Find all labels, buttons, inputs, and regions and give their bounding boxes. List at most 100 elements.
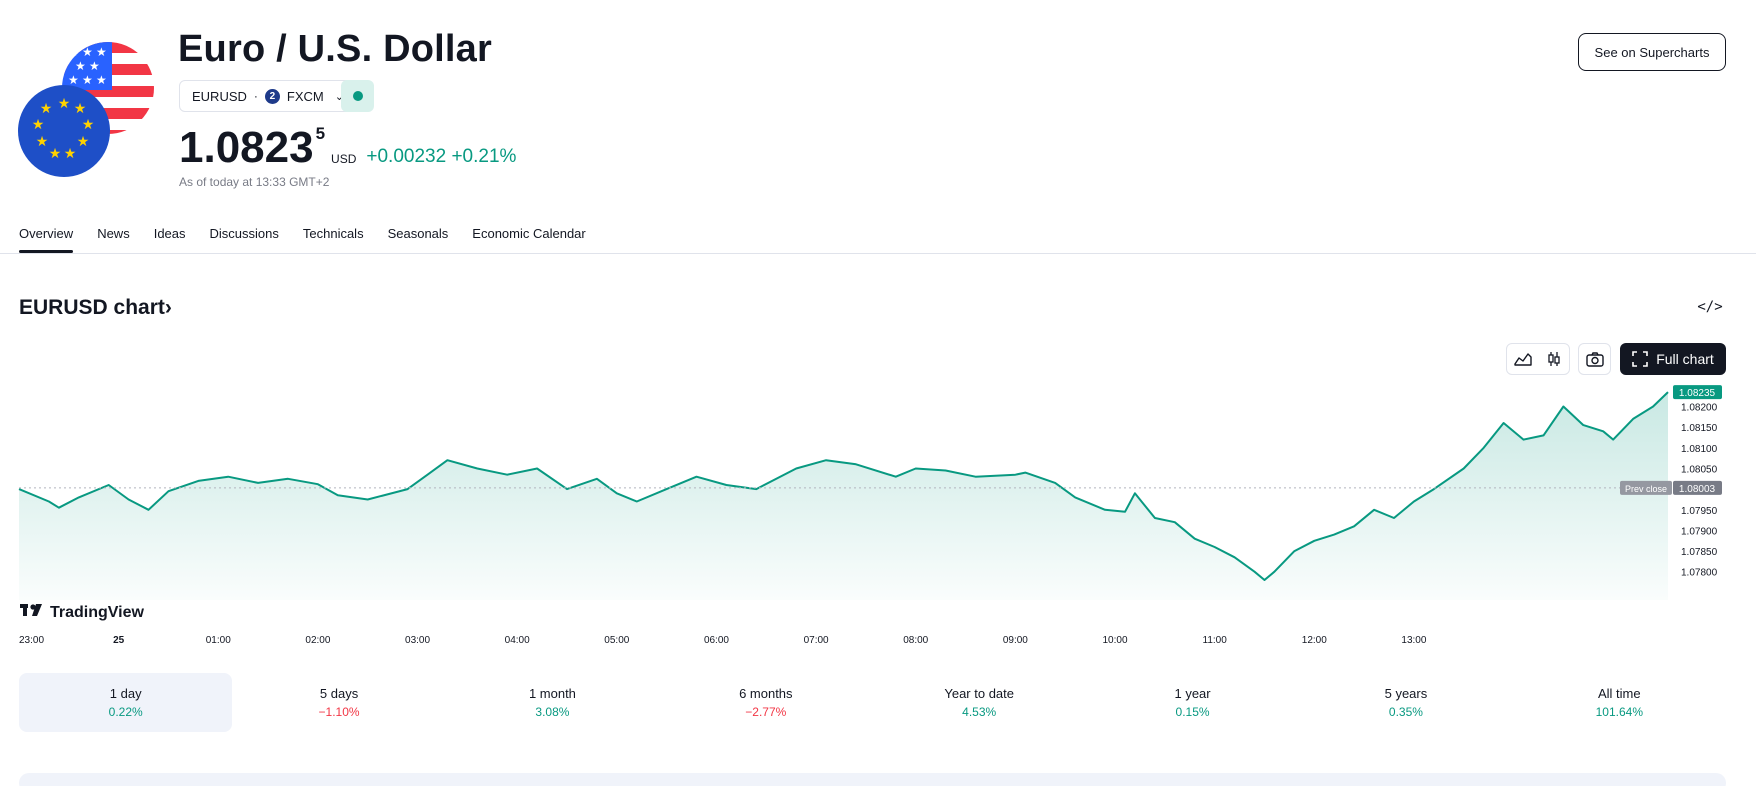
prev-close-tag-label: Prev close	[1625, 484, 1667, 494]
period-1-year[interactable]: 1 year 0.15%	[1086, 673, 1299, 732]
period-1-month[interactable]: 1 month 3.08%	[446, 673, 659, 732]
tabs-divider	[0, 253, 1756, 254]
svg-text:★: ★	[89, 59, 100, 73]
embed-code-icon[interactable]: </>	[1697, 299, 1723, 315]
chart-section-title[interactable]: EURUSD chart›	[19, 296, 172, 320]
tab-technicals[interactable]: Technicals	[302, 226, 364, 241]
chevron-right-icon: ›	[164, 296, 172, 319]
see-on-supercharts-button[interactable]: See on Supercharts	[1578, 33, 1726, 71]
period-year-to-date[interactable]: Year to date 4.53%	[873, 673, 1086, 732]
x-axis-tick-label: 05:00	[604, 635, 629, 646]
period-change: 0.15%	[1175, 705, 1210, 719]
x-axis-tick-label: 08:00	[903, 635, 928, 646]
svg-text:★: ★	[58, 96, 71, 112]
x-axis-tick-label: 07:00	[804, 635, 829, 646]
period-change: 3.08%	[535, 705, 570, 719]
prev-close-tag	[1620, 480, 1672, 495]
svg-text:★: ★	[82, 73, 93, 87]
y-axis-tick-label: 1.07950	[1681, 506, 1718, 517]
svg-text:★: ★	[64, 146, 77, 162]
price-currency: USD	[331, 152, 357, 166]
period-all-time[interactable]: All time 101.64%	[1513, 673, 1726, 732]
tab-overview[interactable]: Overview	[19, 226, 74, 253]
period-change: 101.64%	[1595, 705, 1643, 719]
y-axis-tick-label: 1.07850	[1681, 547, 1718, 558]
eu-flag-icon: ★ ★ ★ ★ ★ ★ ★ ★ ★	[18, 85, 110, 177]
x-axis-tick-label: 09:00	[1003, 635, 1028, 646]
x-axis-tick-label: 03:00	[405, 635, 430, 646]
next-section-edge	[19, 773, 1726, 786]
x-axis-tick-label: 01:00	[206, 635, 231, 646]
full-chart-label: Full chart	[1656, 351, 1714, 367]
separator-dot: ·	[253, 89, 258, 103]
prev-close-value-tag	[1673, 480, 1722, 495]
tradingview-logo-text: TradingView	[50, 604, 145, 621]
y-axis-tick-label: 1.08150	[1681, 423, 1718, 434]
price-chart[interactable]: 1.08200 1.08150 1.08100 1.08050 1.07950 1.079…	[0, 380, 1756, 655]
price-change-abs: +0.00232	[366, 146, 447, 167]
x-axis-tick-label: 12:00	[1302, 635, 1327, 646]
y-axis-tick-label: 1.08200	[1681, 403, 1718, 414]
exchange-name: FXCM	[286, 88, 324, 104]
svg-text:★: ★	[96, 45, 107, 59]
period-change: 4.53%	[962, 705, 997, 719]
market-open-dot-icon	[352, 91, 363, 101]
symbol-tabs: Overview News Ideas Discussions Technicals Se…	[19, 226, 610, 253]
as-of-timestamp: As of today at 13:33 GMT+2	[179, 175, 330, 189]
period-6-months[interactable]: 6 months −2.77%	[659, 673, 872, 732]
svg-text:★: ★	[36, 134, 49, 150]
currency-pair-flags: ★ ★ ★ ★ ★ ★ ★ ★ ★ ★ ★ ★ ★ ★ ★ ★ ★	[18, 42, 154, 178]
svg-text:★: ★	[82, 117, 95, 133]
period-5-days[interactable]: 5 days −1.10%	[232, 673, 445, 732]
period-1-day[interactable]: 1 day 0.22%	[19, 673, 233, 732]
period-change: 0.35%	[1388, 705, 1423, 719]
symbol-ticker: EURUSD	[192, 88, 247, 104]
period-change: −1.10%	[318, 705, 360, 719]
last-price-tag-label: 1.08235	[1679, 388, 1716, 399]
full-chart-button[interactable]: Full chart	[1620, 343, 1726, 375]
x-axis-tick-label: 23:00	[19, 635, 44, 646]
chart-toolbar	[1506, 343, 1611, 375]
tab-seasonals[interactable]: Seasonals	[387, 226, 449, 241]
last-price: 1.0823	[179, 123, 314, 172]
tab-discussions[interactable]: Discussions	[209, 226, 279, 241]
x-axis-tick-label: 11:00	[1203, 635, 1228, 646]
area-chart-icon[interactable]	[1507, 344, 1538, 374]
page-title: Euro / U.S. Dollar	[178, 28, 492, 70]
period-5-years[interactable]: 5 years 0.35%	[1299, 673, 1512, 732]
svg-text:★: ★	[68, 73, 79, 87]
period-label: 6 months	[739, 686, 793, 701]
exchange-logo-icon: 2	[264, 88, 280, 104]
y-axis-tick-label: 1.07800	[1681, 568, 1718, 579]
candles-chart-icon[interactable]	[1538, 344, 1569, 374]
x-axis-tick-label: 25	[113, 635, 125, 646]
svg-text:★: ★	[68, 45, 79, 59]
x-axis-tick-label: 04:00	[505, 635, 530, 646]
chart-style-group	[1506, 343, 1570, 375]
expand-icon	[1632, 351, 1649, 367]
svg-text:★: ★	[32, 117, 45, 133]
period-label: 5 years	[1384, 686, 1428, 701]
period-label: 1 day	[109, 686, 142, 701]
market-status-badge[interactable]	[341, 80, 374, 112]
last-price-pipette: 5	[315, 124, 326, 143]
period-change: 0.22%	[108, 705, 143, 719]
svg-text:★: ★	[74, 101, 87, 117]
svg-text:★: ★	[49, 146, 62, 162]
svg-text:★: ★	[40, 101, 53, 117]
period-change: −2.77%	[745, 705, 787, 719]
tab-economic-calendar[interactable]: Economic Calendar	[472, 226, 586, 241]
tab-ideas[interactable]: Ideas	[153, 226, 186, 241]
symbol-selector[interactable]: EURUSD · 2 FXCM ⌄	[179, 80, 357, 112]
last-price-tag	[1673, 385, 1722, 400]
snapshot-group	[1578, 343, 1611, 375]
tab-news[interactable]: News	[97, 226, 130, 241]
period-label: All time	[1598, 686, 1641, 701]
camera-icon[interactable]	[1579, 344, 1610, 374]
x-axis-tick-label: 13:00	[1401, 635, 1426, 646]
period-label: 5 days	[319, 686, 359, 701]
svg-text:★: ★	[96, 73, 107, 87]
tradingview-logo: TradingView	[20, 604, 145, 621]
period-label: Year to date	[944, 686, 1014, 701]
period-label: 1 month	[528, 686, 576, 701]
